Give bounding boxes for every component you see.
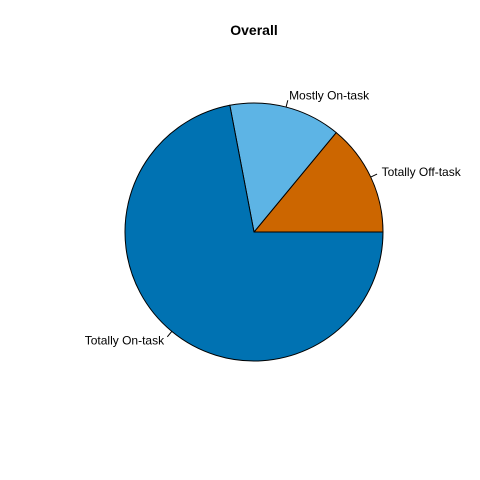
pie-label-tick-mostly-on-task bbox=[285, 100, 289, 108]
pie-label-tick-totally-off-task bbox=[370, 173, 378, 178]
pie-label-totally-off-task: Totally Off-task bbox=[382, 165, 462, 179]
pie-labels: Totally Off-task Mostly On-task Totally On… bbox=[85, 88, 462, 347]
pie-slices bbox=[124, 102, 384, 362]
pie-label-totally-on-task: Totally On-task bbox=[85, 334, 165, 348]
pie-label-mostly-on-task: Mostly On-task bbox=[289, 88, 370, 102]
pie-label-tick-totally-on-task bbox=[166, 331, 173, 338]
pie-slice-mostly-on-task bbox=[229, 102, 337, 234]
chart-title: Overall bbox=[230, 22, 277, 38]
